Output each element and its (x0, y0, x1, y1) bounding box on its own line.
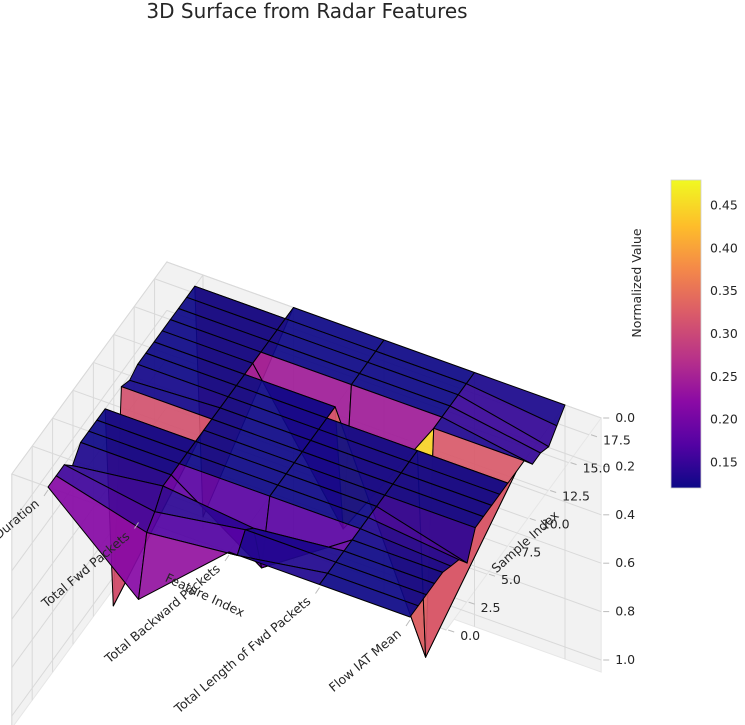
y-tick-label: 5.0 (501, 572, 521, 587)
colorbar-tick-label: 0.30 (710, 326, 738, 341)
z-axis-label: Normalized Value (629, 228, 644, 337)
chart-title: 3D Surface from Radar Features (146, 0, 467, 23)
y-tick-mark (550, 490, 557, 494)
colorbar-tick-label: 0.20 (710, 412, 738, 427)
x-tick-mark (134, 522, 139, 529)
y-tick-mark (468, 601, 475, 605)
z-tick-label: 1.0 (615, 652, 635, 667)
x-tick-mark (405, 619, 411, 627)
z-tick-label: 0.0 (615, 410, 635, 425)
x-tick-mark (224, 554, 230, 562)
colorbar-tick-label: 0.45 (710, 198, 738, 213)
x-tick-mark (43, 489, 49, 497)
grid-line (11, 261, 168, 475)
y-tick-label: 2.5 (481, 600, 501, 615)
surface-face (319, 572, 419, 618)
x-tick-label: Flow IAT Mean (326, 626, 404, 695)
x-tick-mark (315, 587, 320, 594)
colorbar-ticks: 0.15 0.20 0.25 0.30 0.35 0.40 0.45 (710, 198, 738, 470)
y-tick-label: 7.5 (521, 544, 541, 559)
y-tick-label: 17.5 (603, 433, 631, 448)
surface-mesh (47, 285, 566, 658)
z-tick-label: 0.4 (615, 507, 635, 522)
z-tick-label: 0.2 (615, 458, 635, 473)
y-tick-mark (488, 573, 496, 577)
y-tick-mark (529, 517, 536, 521)
y-tick-mark (590, 434, 598, 438)
colorbar-tick-label: 0.15 (710, 454, 738, 469)
y-tick-label: 10.0 (542, 516, 570, 531)
y-tick-mark (509, 545, 516, 549)
y-tick-label: 0.0 (460, 628, 480, 643)
y-tick-mark (448, 629, 455, 633)
z-tick-label: 0.6 (615, 555, 635, 570)
z-tick-label: 0.8 (615, 604, 635, 619)
grid-line (11, 310, 168, 523)
colorbar-tick-label: 0.35 (710, 283, 738, 298)
y-tick-label: 15.0 (583, 461, 611, 476)
colorbar-tick-label: 0.25 (710, 369, 738, 384)
colorbar-tick-label: 0.40 (710, 240, 738, 255)
y-tick-label: 12.5 (562, 489, 590, 504)
y-tick-mark (570, 462, 577, 466)
colorbar (670, 179, 702, 489)
